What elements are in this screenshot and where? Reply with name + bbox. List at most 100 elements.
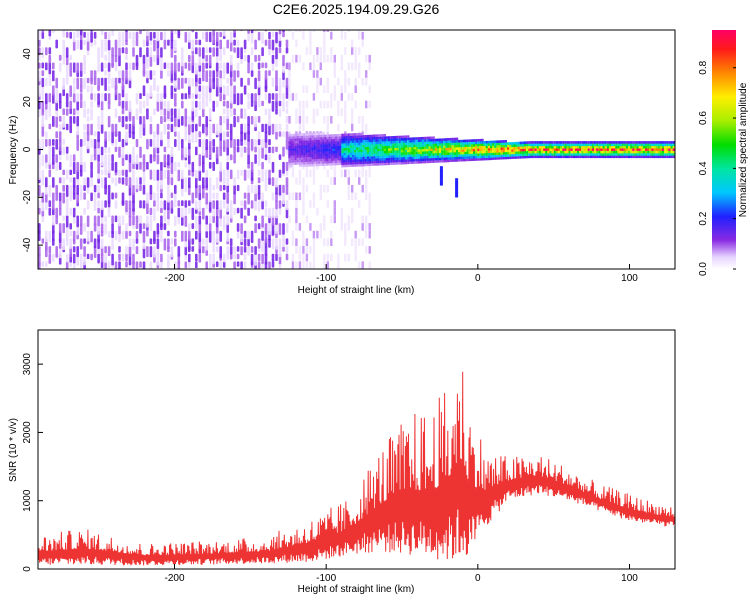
heatmap-cell	[323, 54, 326, 63]
heatmap-cell	[360, 161, 363, 165]
heatmap-cell	[240, 47, 243, 60]
heatmap-cell	[307, 164, 310, 167]
heatmap-cell	[153, 246, 156, 258]
heatmap-cell	[530, 148, 533, 151]
heatmap-cell	[107, 192, 111, 205]
heatmap-cell	[212, 253, 215, 265]
heatmap-cell	[668, 145, 671, 149]
heatmap-cell	[351, 184, 354, 193]
heatmap-cell	[390, 148, 393, 151]
heatmap-cell	[195, 200, 198, 210]
heatmap-cell	[268, 261, 271, 269]
heatmap-cell	[212, 200, 215, 209]
heatmap-cell	[170, 192, 174, 199]
heatmap-cell	[443, 140, 446, 144]
heatmap-cell	[390, 145, 393, 149]
heatmap-cell	[296, 133, 299, 137]
heatmap-cell	[90, 161, 93, 170]
heatmap-cell	[324, 134, 327, 138]
heatmap-cell	[55, 215, 58, 225]
heatmap-cell	[402, 152, 406, 155]
heatmap-cell	[288, 70, 291, 78]
heatmap-cell	[366, 137, 369, 140]
heatmap-cell	[38, 62, 41, 69]
heatmap-cell	[333, 200, 336, 208]
heatmap-cell	[303, 145, 306, 148]
heatmap-cell	[642, 141, 645, 144]
heatmap-cell	[58, 207, 62, 216]
heatmap-cell	[672, 148, 675, 151]
heatmap-cell	[107, 70, 111, 80]
heatmap-cell	[574, 153, 578, 156]
heatmap-cell	[275, 131, 278, 140]
heatmap-cell	[585, 153, 588, 156]
heatmap-cell	[76, 161, 79, 173]
heatmap-cell	[125, 253, 128, 262]
heatmap-cell	[352, 161, 355, 165]
heatmap-cell	[445, 157, 448, 160]
heatmap-cell	[337, 108, 340, 116]
heatmap-cell	[543, 148, 546, 151]
heatmap-cell	[309, 39, 312, 48]
heatmap-cell	[250, 93, 254, 102]
heatmap-cell	[600, 143, 603, 147]
heatmap-cell	[149, 207, 153, 216]
heatmap-cell	[236, 223, 240, 232]
heatmap-cell	[361, 123, 364, 132]
heatmap-cell	[247, 238, 250, 247]
heatmap-cell	[226, 192, 229, 204]
heatmap-cell	[343, 145, 346, 149]
heatmap-cell	[526, 141, 529, 144]
heatmap-cell	[543, 143, 546, 147]
heatmap-cell	[498, 142, 501, 146]
heatmap-cell	[264, 70, 268, 81]
heatmap-cell	[132, 192, 135, 204]
heatmap-cell	[188, 123, 191, 135]
heatmap-cell	[670, 155, 673, 159]
heatmap-cell	[261, 146, 264, 159]
heatmap-cell	[302, 184, 305, 193]
heatmap-cell	[396, 143, 399, 146]
heatmap-cell	[475, 139, 478, 142]
heatmap-cell	[513, 144, 516, 147]
heatmap-cell	[360, 147, 363, 150]
heatmap-cell	[254, 154, 257, 164]
heatmap-cell	[264, 177, 268, 187]
heatmap-cell	[219, 161, 222, 172]
heatmap-cell	[290, 155, 293, 158]
heatmap-cell	[640, 155, 643, 159]
heatmap-cell	[313, 135, 316, 138]
heatmap-cell	[318, 151, 321, 155]
heatmap-cell	[534, 145, 537, 149]
heatmap-cell	[462, 154, 465, 157]
heatmap-cell	[659, 141, 662, 144]
heatmap-cell	[315, 156, 319, 160]
heatmap-cell	[536, 153, 539, 156]
heatmap-cell	[298, 253, 302, 262]
heatmap-cell	[333, 62, 336, 71]
heatmap-cell	[290, 143, 293, 146]
heatmap-cell	[502, 149, 505, 153]
heatmap-cell	[581, 145, 584, 149]
heatmap-cell	[226, 108, 229, 120]
heatmap-cell	[417, 149, 420, 152]
heatmap-cell	[640, 143, 643, 147]
heatmap-cell	[295, 200, 298, 208]
heatmap-cell	[392, 152, 395, 156]
heatmap-cell	[233, 30, 236, 33]
heatmap-cell	[107, 93, 111, 105]
heatmap-cell	[198, 139, 202, 147]
heatmap-cell	[69, 54, 72, 61]
heatmap-cell	[58, 54, 62, 61]
heatmap-cell	[302, 123, 305, 132]
heatmap-cell	[290, 157, 293, 161]
heatmap-cell	[361, 116, 364, 124]
heatmap-cell	[636, 155, 639, 159]
heatmap-cell	[198, 54, 202, 66]
heatmap-cell	[381, 136, 384, 140]
heatmap-cell	[307, 140, 310, 143]
heatmap-cell	[358, 159, 361, 162]
heatmap-cell	[517, 153, 520, 157]
heatmap-cell	[344, 77, 347, 86]
heatmap-cell	[76, 123, 79, 136]
